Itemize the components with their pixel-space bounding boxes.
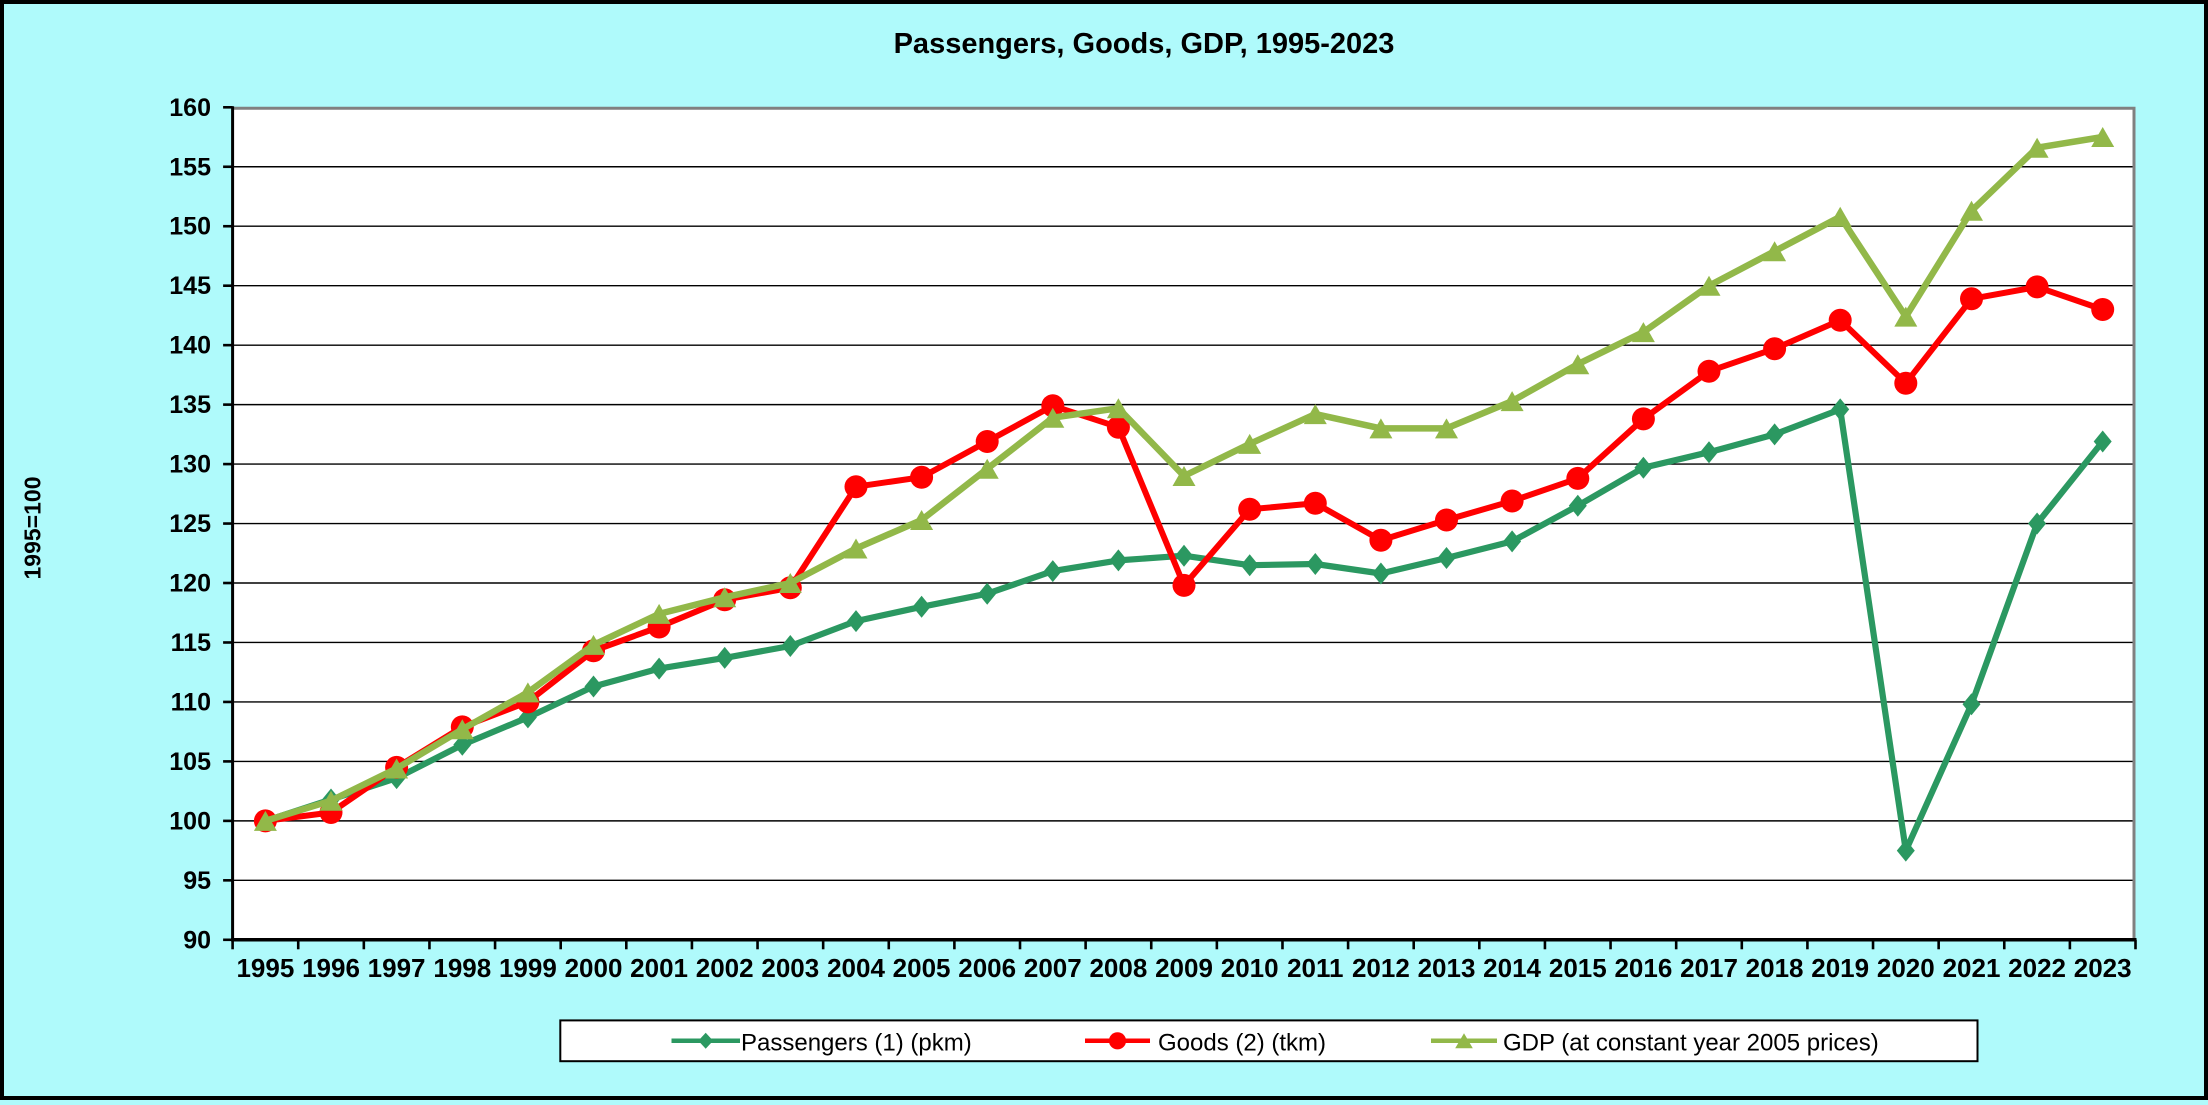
svg-text:2002: 2002: [696, 953, 754, 983]
svg-text:1996: 1996: [302, 953, 360, 983]
svg-text:1995=100: 1995=100: [20, 477, 46, 580]
svg-text:2012: 2012: [1352, 953, 1410, 983]
svg-text:125: 125: [169, 510, 211, 538]
svg-text:2010: 2010: [1221, 953, 1279, 983]
svg-text:2008: 2008: [1089, 953, 1147, 983]
svg-text:2001: 2001: [630, 953, 688, 983]
svg-text:160: 160: [169, 94, 211, 122]
svg-text:130: 130: [169, 451, 211, 479]
svg-text:1995: 1995: [236, 953, 294, 983]
svg-text:2020: 2020: [1877, 953, 1935, 983]
svg-text:Passengers (1) (pkm): Passengers (1) (pkm): [741, 1030, 972, 1057]
svg-text:2005: 2005: [893, 953, 951, 983]
svg-text:Passengers, Goods, GDP, 1995-2: Passengers, Goods, GDP, 1995-2023: [894, 28, 1395, 60]
svg-text:2018: 2018: [1746, 953, 1804, 983]
svg-text:105: 105: [169, 748, 211, 776]
svg-text:2007: 2007: [1024, 953, 1082, 983]
svg-text:1999: 1999: [499, 953, 557, 983]
svg-text:140: 140: [169, 332, 211, 360]
svg-text:100: 100: [169, 807, 211, 835]
svg-text:135: 135: [169, 391, 211, 419]
svg-text:2006: 2006: [958, 953, 1016, 983]
svg-text:145: 145: [169, 272, 211, 300]
svg-text:2014: 2014: [1483, 953, 1541, 983]
svg-text:120: 120: [169, 570, 211, 598]
svg-text:2019: 2019: [1811, 953, 1869, 983]
svg-text:150: 150: [169, 213, 211, 241]
svg-text:2021: 2021: [1943, 953, 2001, 983]
svg-text:GDP (at constant year 2005 pri: GDP (at constant year 2005 prices): [1503, 1030, 1879, 1057]
svg-text:1998: 1998: [433, 953, 491, 983]
svg-text:115: 115: [171, 629, 211, 657]
svg-text:2017: 2017: [1680, 953, 1738, 983]
svg-text:2015: 2015: [1549, 953, 1607, 983]
svg-text:90: 90: [183, 926, 211, 954]
svg-text:2009: 2009: [1155, 953, 1213, 983]
svg-text:2003: 2003: [761, 953, 819, 983]
svg-text:2013: 2013: [1418, 953, 1476, 983]
svg-text:2000: 2000: [565, 953, 623, 983]
svg-text:110: 110: [171, 688, 211, 716]
svg-text:155: 155: [169, 153, 211, 181]
svg-text:Goods (2) (tkm): Goods (2) (tkm): [1158, 1030, 1326, 1057]
svg-text:2011: 2011: [1287, 953, 1343, 983]
svg-text:2016: 2016: [1614, 953, 1672, 983]
svg-text:95: 95: [183, 867, 211, 895]
svg-text:2022: 2022: [2008, 953, 2066, 983]
svg-text:2023: 2023: [2074, 953, 2132, 983]
svg-text:1997: 1997: [368, 953, 426, 983]
svg-text:2004: 2004: [827, 953, 885, 983]
